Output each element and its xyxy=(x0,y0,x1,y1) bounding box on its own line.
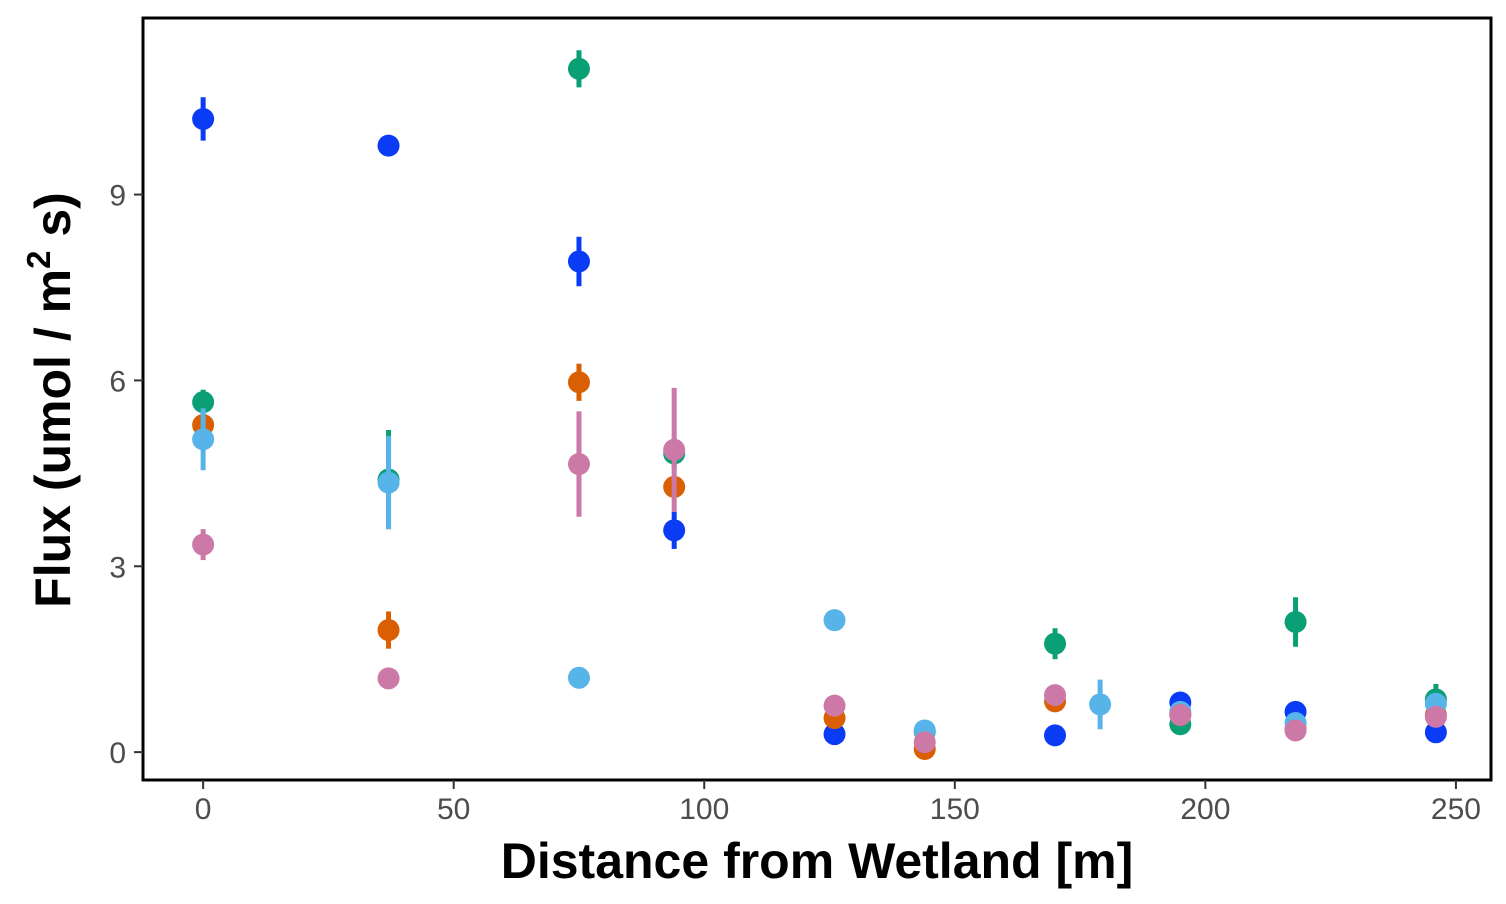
x-tick-label: 150 xyxy=(930,793,980,826)
data-point xyxy=(377,619,400,642)
data-point xyxy=(823,723,846,746)
x-axis-title: Distance from Wetland [m] xyxy=(501,833,1134,889)
y-tick-label: 9 xyxy=(109,180,126,213)
data-point xyxy=(823,694,846,717)
data-point xyxy=(1284,611,1307,634)
data-point xyxy=(377,471,400,494)
data-point xyxy=(567,250,590,273)
y-axis-ticks: 0 3 6 9 xyxy=(109,180,143,770)
y-tick-label: 3 xyxy=(109,551,126,584)
y-axis-title-end: s) xyxy=(25,192,81,250)
x-tick-label: 50 xyxy=(437,793,470,826)
x-axis-ticks: 0 50 100 150 200 250 xyxy=(195,780,1481,826)
data-point xyxy=(1044,632,1067,655)
x-tick-label: 0 xyxy=(195,793,212,826)
x-tick-label: 250 xyxy=(1431,793,1481,826)
data-point xyxy=(567,453,590,476)
data-point xyxy=(377,134,400,157)
x-tick-label: 100 xyxy=(679,793,729,826)
x-tick-label: 200 xyxy=(1180,793,1230,826)
data-points-layer xyxy=(192,50,1447,761)
data-point xyxy=(192,428,215,451)
y-axis-title-superscript: 2 xyxy=(20,251,57,269)
data-point xyxy=(1284,719,1307,742)
data-point xyxy=(663,438,686,461)
data-point xyxy=(1424,721,1447,744)
data-point xyxy=(1424,705,1447,728)
y-tick-label: 6 xyxy=(109,365,126,398)
series-group xyxy=(192,387,1447,754)
data-point xyxy=(567,57,590,80)
data-point xyxy=(1089,693,1112,716)
series-group xyxy=(192,97,1447,747)
data-point xyxy=(663,519,686,542)
data-point xyxy=(1044,684,1067,707)
data-point xyxy=(913,731,936,754)
data-point xyxy=(567,666,590,689)
data-point xyxy=(192,107,215,130)
data-point xyxy=(192,533,215,556)
data-point xyxy=(567,371,590,394)
data-point xyxy=(823,609,846,632)
plot-panel-border xyxy=(141,16,1493,782)
data-point xyxy=(192,391,215,414)
y-axis-title: Flux (umol / m2 s) xyxy=(20,192,81,608)
data-point xyxy=(1044,724,1067,747)
y-axis-title-main: Flux (umol / m xyxy=(25,269,81,608)
y-tick-label: 0 xyxy=(109,737,126,770)
data-point xyxy=(1169,703,1192,726)
data-point xyxy=(377,667,400,690)
